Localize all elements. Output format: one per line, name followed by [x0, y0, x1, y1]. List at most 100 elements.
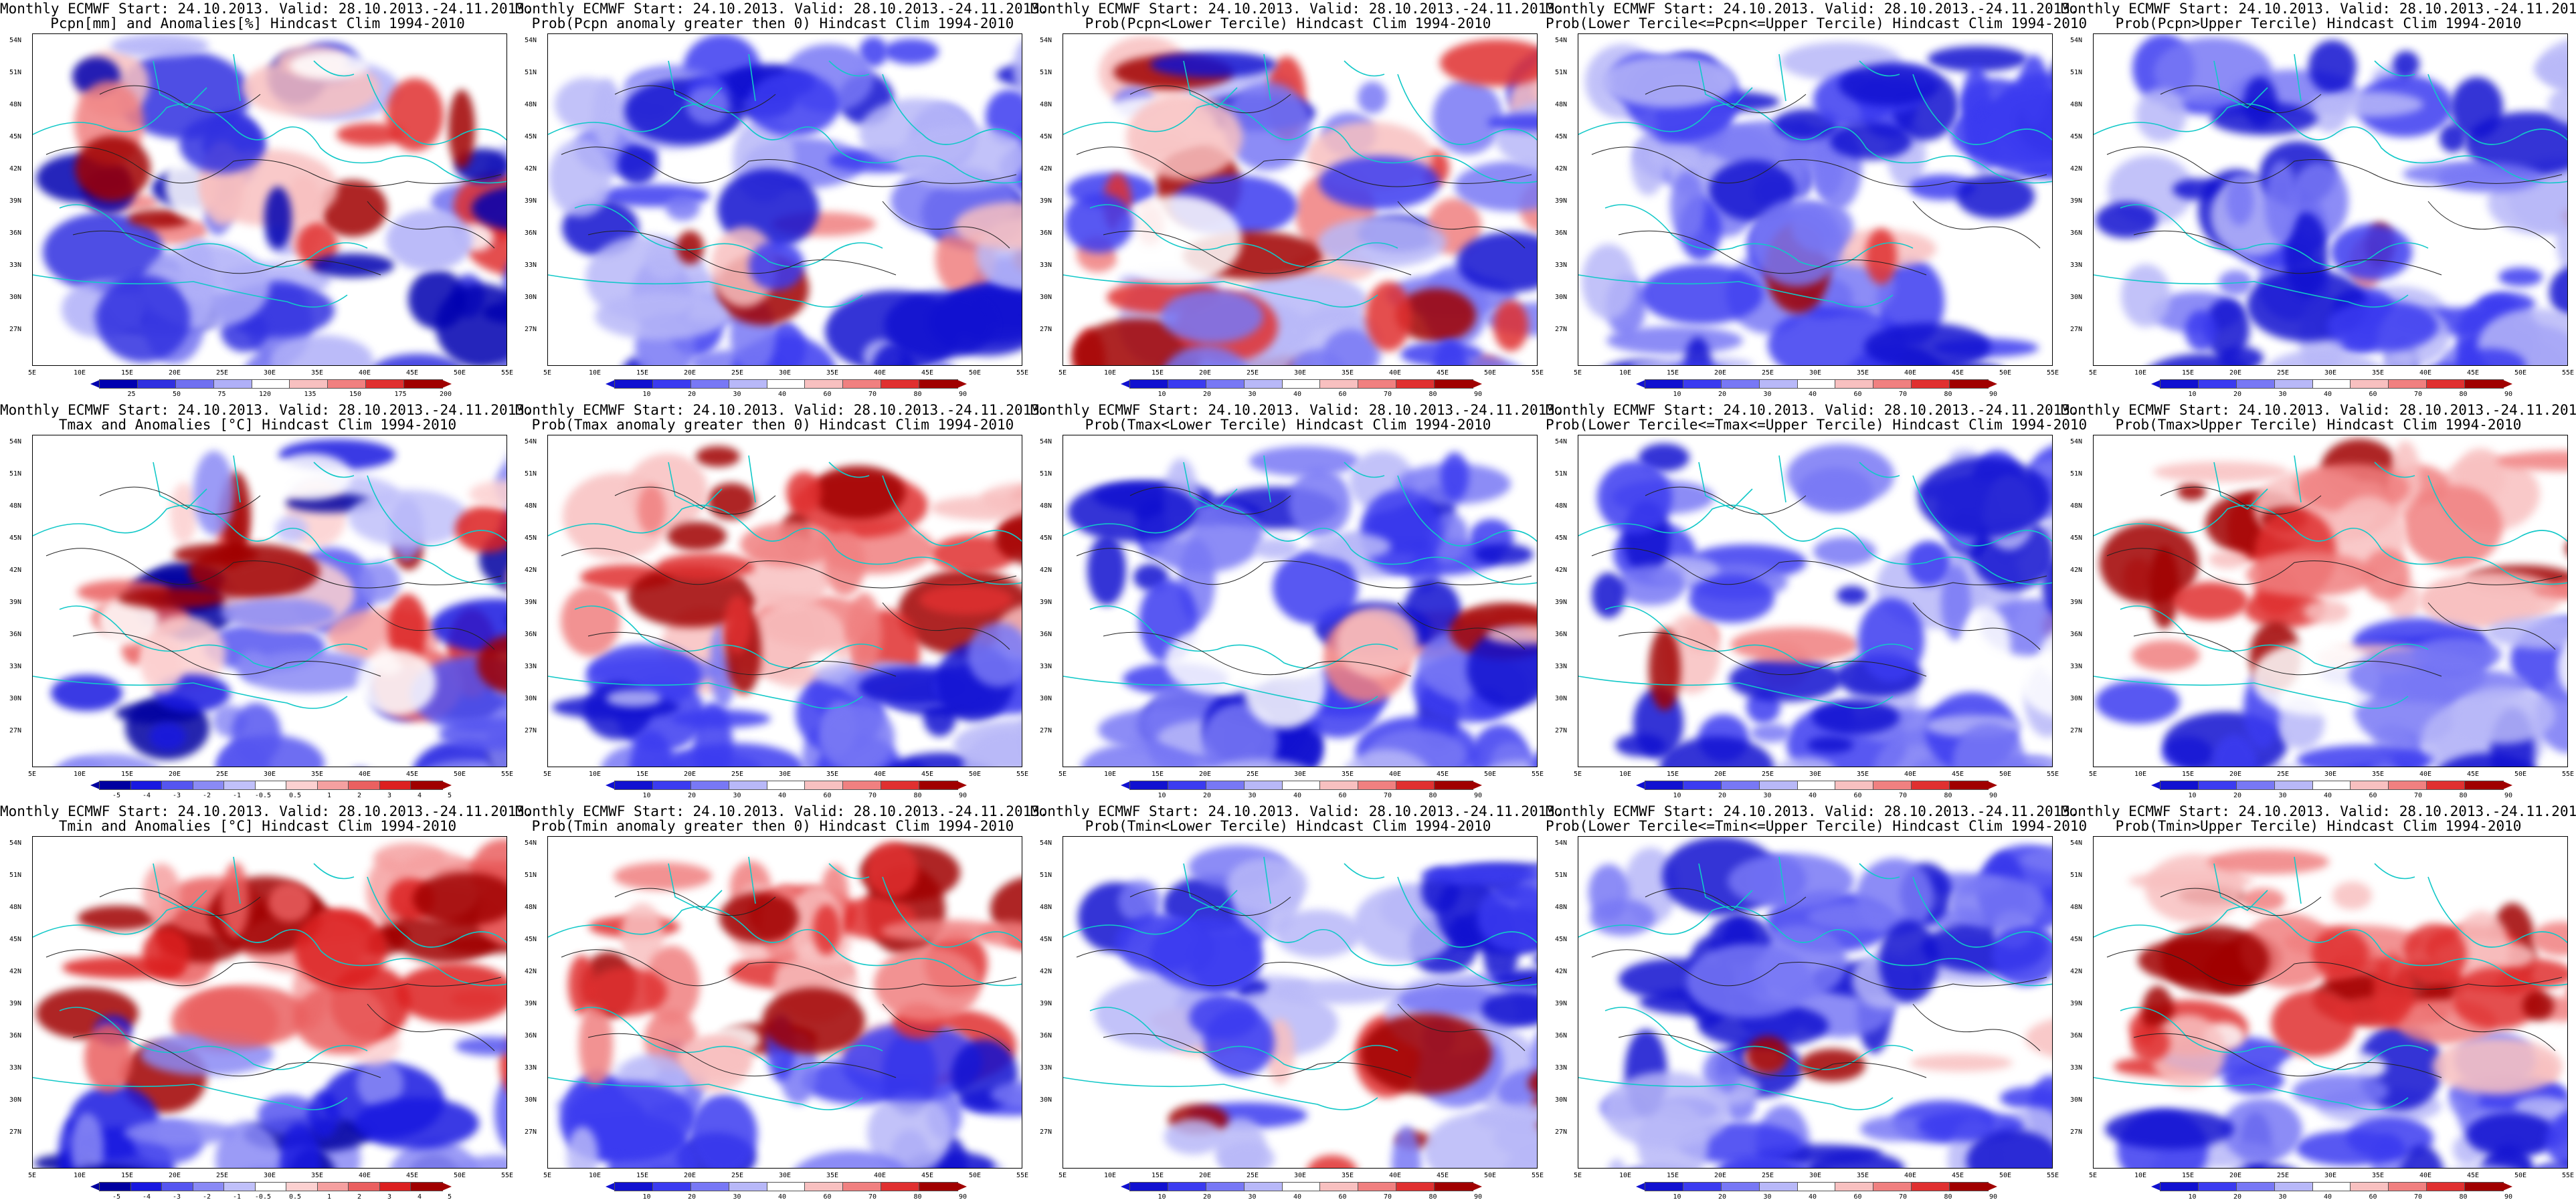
contour-line: [2106, 146, 2563, 187]
colorbar-tick-label: 40: [777, 391, 786, 398]
shaded-region: [2121, 264, 2171, 328]
map-area: [1578, 836, 2053, 1169]
latitude-label: 27N: [1040, 727, 1052, 734]
longitude-label: 10E: [1619, 369, 1632, 377]
coastline: [574, 1007, 883, 1070]
contour-line: [1129, 85, 1291, 114]
contour-line: [99, 888, 261, 916]
latitude-label: 36N: [9, 229, 22, 237]
colorbar-right-arrow: [1988, 1183, 1998, 1191]
colorbar-swatch: [842, 1182, 883, 1191]
longitude-label: 25E: [731, 1172, 744, 1179]
longitude-label: 40E: [1388, 771, 1402, 778]
colorbar-tick-label: 70: [2413, 391, 2422, 398]
colorbar-tick-label: -4: [142, 792, 151, 799]
latitude-label: 27N: [9, 326, 22, 333]
latitude-label: 54N: [1555, 839, 1568, 847]
colorbar-tick-label: 20: [1202, 391, 1211, 398]
latitude-label: 36N: [2070, 1032, 2083, 1039]
colorbar-swatch: [2426, 1182, 2466, 1191]
colorbar-tick-label: 30: [2278, 1193, 2287, 1201]
colorbar-tick-label: 30: [733, 1193, 741, 1201]
latitude-label: 54N: [9, 438, 22, 445]
latitude-label: 39N: [1040, 197, 1052, 205]
shaded-region: [1318, 216, 1447, 268]
shaded-region: [922, 363, 962, 365]
latitude-label: 36N: [1555, 1032, 1568, 1039]
latitude-label: 45N: [9, 133, 22, 140]
colorbar-tick-label: 60: [1338, 792, 1347, 799]
coastline: [1578, 676, 1894, 709]
latitude-label: 42N: [1555, 567, 1568, 574]
panel-title-line1: Monthly ECMWF Start: 24.10.2013. Valid: …: [2061, 803, 2576, 819]
colorbar-tick-label: 60: [1338, 391, 1347, 398]
colorbar-tick-label: 30: [733, 391, 741, 398]
longitude-label: 40E: [2419, 771, 2432, 778]
latitude-label: 48N: [9, 502, 22, 510]
longitude-label: 30E: [1293, 369, 1307, 377]
latitude-label: 36N: [525, 631, 537, 638]
colorbar-tick-label: 200: [439, 391, 452, 398]
colorbar-swatch: [2274, 1182, 2314, 1191]
panel-title-line1: Monthly ECMWF Start: 24.10.2013. Valid: …: [1030, 402, 1564, 418]
coastline: [1063, 676, 1378, 709]
colorbar-tick-label: 90: [1989, 1193, 1997, 1201]
colorbar-left-arrow: [606, 1183, 615, 1191]
colorbar-swatch: [2388, 781, 2428, 790]
colorbar-swatch: [2160, 781, 2199, 790]
colorbar-tick-label: 10: [642, 1193, 651, 1201]
longitude-label: 10E: [588, 1172, 602, 1179]
colorbar: [90, 379, 452, 389]
panel-title-line1: Monthly ECMWF Start: 24.10.2013. Valid: …: [515, 803, 1048, 819]
colorbar-tick-label: 120: [258, 391, 271, 398]
colorbar-swatch: [161, 1182, 194, 1191]
colorbar-right-arrow: [442, 781, 452, 789]
colorbar-swatch: [1797, 1182, 1837, 1191]
longitude-label: 30E: [263, 369, 276, 377]
colorbar: [2151, 781, 2513, 790]
colorbar-tick-label: 20: [687, 792, 696, 799]
colorbar-swatch: [1243, 379, 1283, 389]
latitude-label: 42N: [9, 567, 22, 574]
latitude-label: 45N: [1040, 534, 1052, 542]
longitude-label: 40E: [2419, 1172, 2432, 1179]
colorbar-tick-label: 10: [1158, 1193, 1166, 1201]
shaded-region: [1865, 229, 1897, 285]
latitude-label: 30N: [1555, 1096, 1568, 1104]
longitude-label: 50E: [1999, 369, 2012, 377]
colorbar-swatch: [1835, 379, 1875, 389]
latitude-label: 48N: [1040, 101, 1052, 108]
colorbar-left-arrow: [1636, 781, 1645, 789]
latitude-label: 51N: [525, 872, 537, 879]
coastline: [2427, 876, 2567, 948]
shaded-region: [884, 38, 939, 65]
colorbar-swatch: [1949, 379, 1989, 389]
shaded-region: [1956, 173, 2035, 219]
panel-title-line1: Monthly ECMWF Start: 24.10.2013. Valid: …: [1546, 1, 2079, 17]
longitude-label: 5E: [27, 1172, 37, 1179]
latitude-label: 45N: [525, 936, 537, 943]
latitude-label: 51N: [9, 470, 22, 478]
colorbar-swatch: [223, 781, 256, 790]
latitude-label: 51N: [1040, 69, 1052, 76]
colorbar-left-arrow: [2151, 1183, 2160, 1191]
colorbar-swatch: [728, 1182, 768, 1191]
longitude-label: 20E: [1198, 369, 1212, 377]
map-panel: Monthly ECMWF Start: 24.10.2013. Valid: …: [0, 0, 533, 401]
longitude-label: 40E: [358, 771, 371, 778]
colorbar-swatch: [2464, 781, 2504, 790]
coastline: [548, 676, 863, 709]
coastline: [1397, 475, 1537, 546]
shaded-region: [747, 72, 840, 136]
latitude-label: 33N: [9, 1064, 22, 1072]
contour-line: [72, 631, 381, 677]
colorbar: [606, 1182, 968, 1191]
longitude-label: 30E: [263, 771, 276, 778]
latitude-label: 27N: [1555, 1128, 1568, 1136]
coastline: [2094, 906, 2567, 987]
longitude-label: 35E: [826, 771, 839, 778]
shaded-region: [1432, 79, 1503, 155]
longitude-label: 5E: [2088, 1172, 2098, 1179]
coastline-overlay: [2094, 54, 2567, 308]
